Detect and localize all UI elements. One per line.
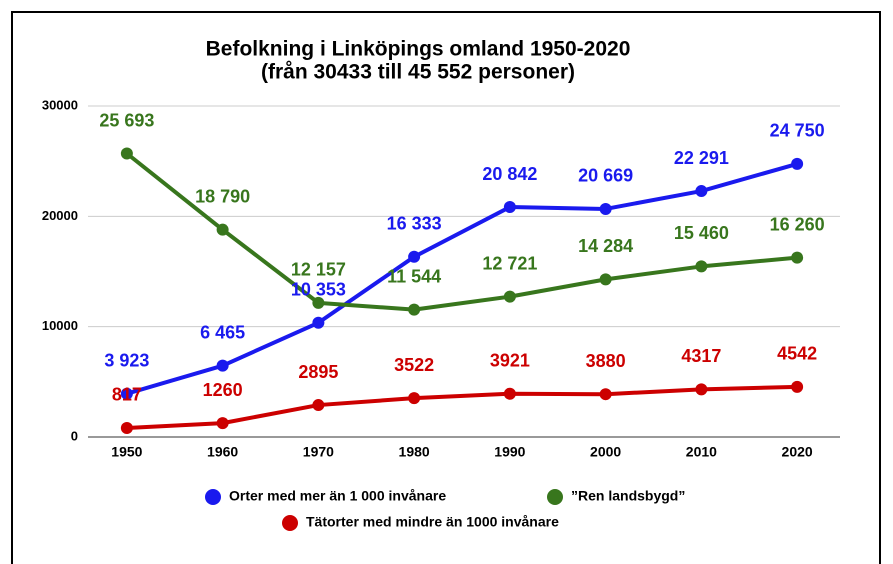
data-point: [408, 250, 421, 263]
legend-label: Orter med mer än 1 000 invånare: [229, 488, 446, 504]
data-point: [695, 383, 708, 396]
series-line: [126, 384, 798, 430]
data-label: 4317: [681, 346, 721, 366]
data-label: 12 157: [291, 260, 346, 280]
data-point: [599, 273, 612, 286]
frame: [11, 11, 881, 564]
y-tick-label: 10000: [42, 318, 78, 333]
series-line: [126, 162, 798, 396]
data-label: 15 460: [674, 223, 729, 243]
data-point: [216, 417, 229, 430]
y-tick-label: 0: [71, 428, 78, 443]
data-label: 16 333: [387, 214, 442, 234]
data-point: [503, 290, 516, 303]
legend-swatch: [282, 515, 298, 531]
x-tick-label: 1970: [303, 444, 334, 460]
data-label: 11 544: [387, 266, 441, 286]
data-point: [120, 421, 133, 434]
data-point: [599, 388, 612, 401]
x-tick-label: 2020: [782, 444, 813, 460]
x-tick-label: 1960: [207, 444, 238, 460]
data-label: 817: [112, 385, 142, 405]
data-point: [120, 387, 133, 400]
data-label: 3880: [586, 351, 626, 371]
data-label: 25 693: [99, 110, 154, 130]
data-label: 3 923: [104, 350, 149, 370]
data-label: 22 291: [674, 148, 729, 168]
data-label: 3522: [394, 355, 434, 375]
x-tick-label: 1950: [111, 444, 142, 460]
data-point: [503, 201, 516, 214]
y-tick-label: 30000: [42, 97, 78, 112]
data-label: 24 750: [770, 121, 825, 141]
data-point: [312, 399, 325, 412]
x-tick-label: 1990: [494, 444, 525, 460]
data-label: 2895: [298, 362, 338, 382]
data-point: [599, 202, 612, 215]
x-tick-label: 2000: [590, 444, 621, 460]
data-point: [695, 260, 708, 273]
data-point: [503, 387, 516, 400]
data-label: 12 721: [482, 253, 537, 273]
data-label: 6 465: [200, 322, 245, 342]
data-label: 10 353: [291, 280, 346, 300]
data-label: 18 790: [195, 186, 250, 206]
legend-swatch: [205, 489, 221, 505]
data-point: [408, 303, 421, 316]
chart-subtitle: (från 30433 till 45 552 personer): [261, 61, 575, 84]
data-label: 3921: [490, 350, 530, 370]
data-label: 1260: [203, 380, 243, 400]
data-point: [408, 392, 421, 405]
data-point: [216, 223, 229, 236]
legend-label: ”Ren landsbygd”: [571, 488, 685, 504]
series-line: [125, 151, 798, 312]
x-tick-label: 1980: [399, 444, 430, 460]
data-label: 20 842: [482, 164, 537, 184]
data-point: [791, 251, 804, 264]
data-point: [312, 296, 325, 309]
data-label: 14 284: [578, 236, 633, 256]
x-tick-label: 2010: [686, 444, 717, 460]
data-point: [791, 380, 804, 393]
data-point: [120, 147, 133, 160]
legend-label: Tätorter med mindre än 1000 invånare: [306, 514, 559, 530]
y-tick-label: 20000: [42, 208, 78, 223]
chart-title: Befolkning i Linköpings omland 1950-2020: [206, 38, 631, 61]
data-point: [216, 359, 229, 372]
data-point: [312, 316, 325, 329]
data-label: 4542: [777, 344, 817, 364]
data-label: 20 669: [578, 166, 633, 186]
data-point: [791, 157, 804, 170]
data-point: [695, 185, 708, 198]
data-label: 16 260: [770, 214, 825, 234]
legend-swatch: [547, 489, 563, 505]
